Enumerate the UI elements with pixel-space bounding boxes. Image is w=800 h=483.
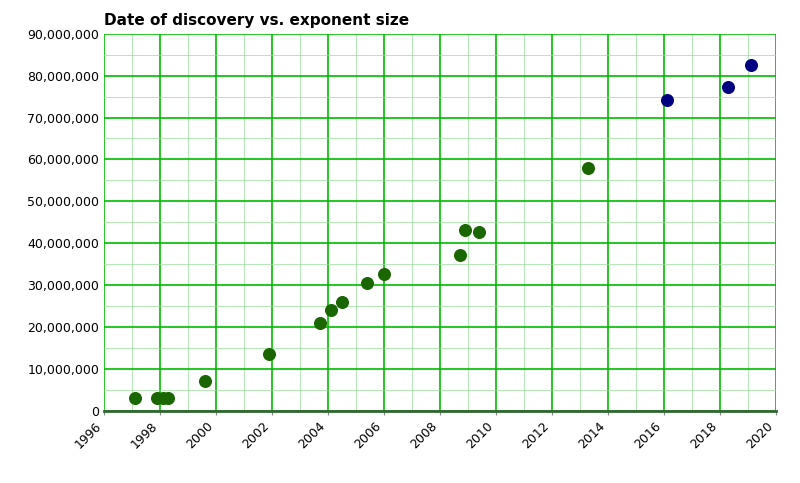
- Point: [361, 280, 374, 287]
- Point: [582, 164, 595, 172]
- Point: [157, 394, 170, 402]
- Text: Date of discovery vs. exponent size: Date of discovery vs. exponent size: [104, 14, 409, 28]
- Point: [473, 228, 486, 236]
- Point: [151, 394, 164, 402]
- Point: [162, 394, 175, 402]
- Point: [661, 96, 674, 104]
- Point: [314, 319, 326, 327]
- Point: [129, 394, 142, 402]
- Point: [336, 298, 349, 306]
- Point: [325, 306, 338, 314]
- Point: [745, 61, 758, 69]
- Point: [378, 270, 390, 278]
- Point: [722, 84, 735, 91]
- Point: [454, 251, 466, 259]
- Point: [459, 226, 472, 234]
- Point: [198, 378, 211, 385]
- Point: [263, 350, 276, 358]
